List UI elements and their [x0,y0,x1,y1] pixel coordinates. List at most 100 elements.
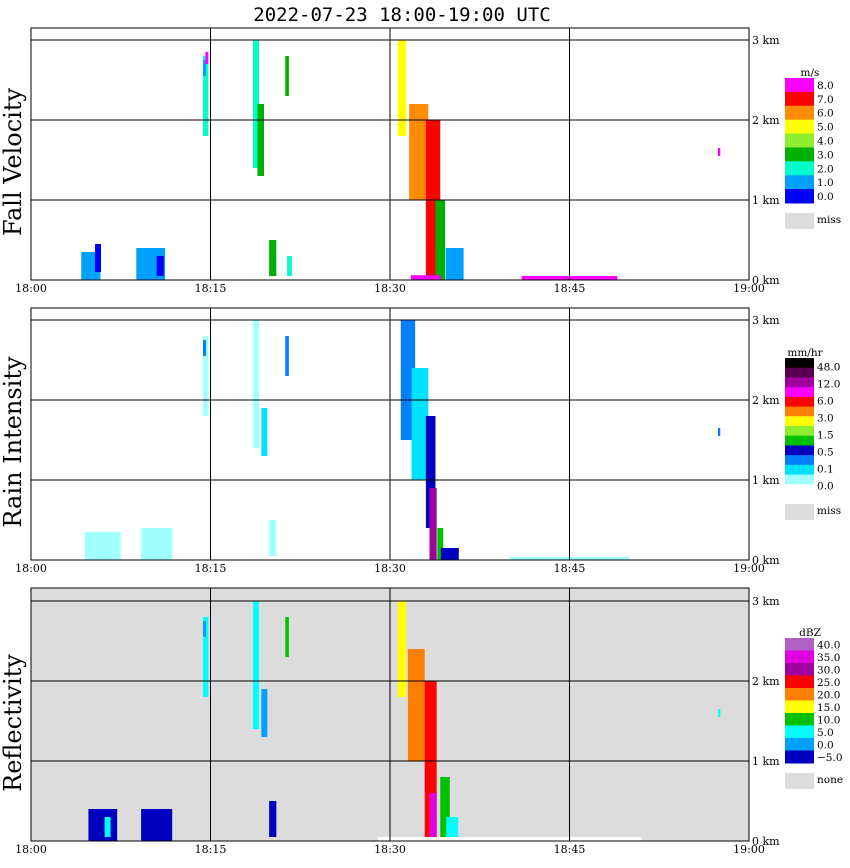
colorbar-swatch [785,725,814,739]
colorbar-label: 30.0 [817,664,840,676]
colorbar-label: 1.5 [817,430,834,442]
echo-cell [429,488,437,560]
colorbar-label: 3.0 [817,413,834,425]
echo-cell [141,528,173,560]
panel-ylabel: Rain Intensity [0,356,27,528]
colorbar-swatch [785,406,814,417]
colorbar-swatch [785,464,814,476]
colorbar-label: 7.0 [817,94,834,106]
y-tick-label: 0 km [752,554,780,567]
x-tick-label: 18:30 [374,282,406,295]
colorbar-label: 12.0 [817,379,840,391]
y-tick-label: 2 km [752,394,780,407]
x-tick-label: 18:30 [374,843,406,856]
x-tick-label: 18:00 [15,843,47,856]
colorbar-unit: mm/hr [787,347,823,359]
x-tick-label: 18:45 [554,562,586,575]
x-tick-label: 18:00 [15,282,47,295]
echo-cell [409,104,429,200]
colorbar-swatch [785,750,814,764]
plot-frame [30,587,750,842]
x-tick-label: 19:00 [733,282,765,295]
colorbar-missing-swatch [785,504,814,520]
colorbar-label: 8.0 [817,80,834,92]
echo-cell [285,56,289,96]
echo-cell [397,40,407,136]
colorbar-label: 1.0 [817,177,834,189]
x-tick-label: 19:00 [733,562,765,575]
colorbar-swatch [785,484,814,495]
colorbar-label: 5.0 [817,122,834,134]
echo-cell [445,248,464,280]
y-tick-label: 2 km [752,675,780,688]
colorbar-swatch [785,377,814,388]
echo-cell [446,817,459,841]
colorbar-label: 0.0 [817,739,834,751]
colorbar-swatch [785,147,814,162]
colorbar-swatch [785,455,814,466]
echo-cell [717,709,721,717]
x-tick-label: 19:00 [733,843,765,856]
echo-cell [425,416,436,528]
colorbar: m/s 8.0 7.0 6.0 5.0 4.03.0 2.0 1.0 0.0 miss [785,67,841,229]
colorbar-swatch [785,161,814,176]
panel-ylabel: Fall Velocity [0,88,27,237]
echo-cell [203,56,209,136]
y-tick-label: 3 km [752,34,780,47]
colorbar-label: 0.5 [817,447,834,459]
colorbar-label: 0.1 [817,464,834,476]
echo-cell [429,793,437,841]
panel-rain-intensity: Rain Intensity 18:00 18:15 18:30 18:45 19:00… [0,307,841,575]
colorbar-swatch [785,675,814,689]
colorbar: mm/hr 48.0 12.0 6.0 3.0 1.5 0.5 0.1 0.0 miss [785,347,841,520]
echo-cell [203,621,207,637]
colorbar-swatch [785,105,814,121]
echo-cell [252,40,259,168]
y-tick-label: 1 km [752,194,780,207]
y-tick-label: 0 km [752,274,780,287]
chart-title: 2022-07-23 18:00-19:00 UTC [253,4,550,26]
plot-frame [30,307,750,561]
echo-cell [285,336,289,376]
colorbar-swatch [785,663,814,676]
echo-cell [285,617,289,657]
colorbar-label: 35.0 [817,652,840,664]
colorbar-swatch [785,133,814,148]
colorbar-swatch [785,426,814,437]
echo-cell [203,336,209,416]
y-tick-label: 2 km [752,114,780,127]
x-tick-label: 18:45 [554,282,586,295]
echo-cell [84,532,121,560]
colorbar-swatch [785,700,814,714]
colorbar-label: 15.0 [817,702,840,714]
colorbar-missing-label: miss [817,214,841,226]
echo-cell [269,801,277,837]
colorbar-label: 10.0 [817,714,840,726]
colorbar-swatch [785,435,814,446]
colorbar-label: −5.0 [817,752,843,764]
colorbar-missing-label: miss [817,505,841,517]
echo-cell [141,809,173,841]
panel-reflectivity: Reflectivity 18:00 18:15 18:30 18:45 19:00 3 … [0,587,843,856]
colorbar-swatch [785,638,814,651]
colorbar: dBZ 40.035.030.025.020.015.010.05.00.0−5… [785,627,843,789]
plot-area: 18:00 18:15 18:30 18:45 19:00 3 km 2 km 1 km 0 k… [15,587,780,856]
echo-cell [203,60,207,76]
colorbar-swatch [785,474,814,485]
colorbar-swatch [785,358,814,369]
echo-cell [440,548,459,560]
colorbar-label: 40.0 [817,639,840,651]
echo-cell [410,275,441,280]
colorbar-swatch [785,119,814,135]
x-tick-label: 18:15 [195,843,227,856]
colorbar-swatch [785,416,814,427]
echo-cell [717,428,721,436]
colorbar-label: 25.0 [817,677,840,689]
echo-cell [95,244,102,272]
colorbar-unit: dBZ [799,627,821,639]
colorbar-missing-swatch [785,213,814,229]
echo-cell [252,320,259,448]
panel-ylabel: Reflectivity [0,654,27,792]
colorbar-missing-label: none [817,774,843,786]
y-tick-label: 0 km [752,835,780,848]
